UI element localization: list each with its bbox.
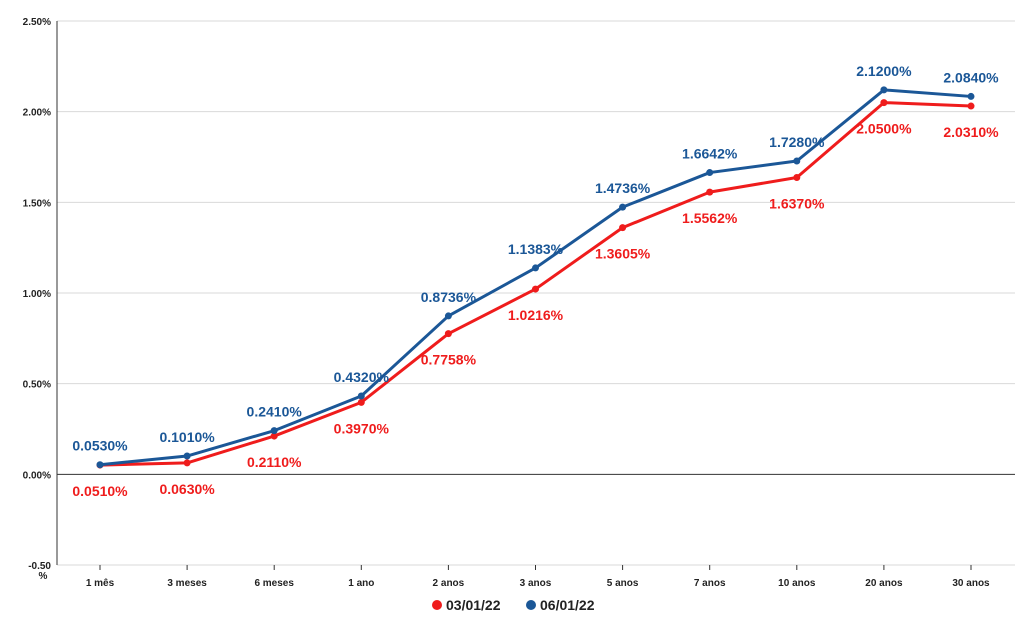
- data-point: [271, 427, 278, 434]
- x-tick-label: 10 anos: [778, 578, 816, 589]
- legend-label: 06/01/22: [540, 597, 595, 613]
- data-point: [706, 189, 713, 196]
- data-label: 0.3970%: [334, 420, 390, 436]
- data-point: [532, 286, 539, 293]
- data-label: 2.1200%: [856, 63, 912, 79]
- legend-label: 03/01/22: [446, 597, 501, 613]
- data-point: [445, 330, 452, 337]
- y-tick-label: 0.00%: [23, 470, 51, 481]
- x-tick-label: 3 anos: [520, 578, 552, 589]
- data-label: 1.6642%: [682, 146, 738, 162]
- legend: 03/01/22 06/01/22: [432, 597, 595, 613]
- legend-item-2: 06/01/22: [526, 597, 595, 613]
- x-tick-label: 5 anos: [607, 578, 639, 589]
- legend-item-1: 03/01/22: [432, 597, 501, 613]
- data-label: 0.0510%: [72, 483, 128, 499]
- data-label: 0.7758%: [421, 352, 477, 368]
- y-tick-unit: %: [39, 571, 48, 582]
- x-tick-label: 1 mês: [86, 578, 115, 589]
- data-label: 2.0840%: [943, 69, 999, 85]
- x-tick-label: 20 anos: [865, 578, 903, 589]
- data-point: [880, 99, 887, 106]
- x-tick-label: 2 anos: [433, 578, 465, 589]
- data-label: 1.1383%: [508, 241, 564, 257]
- data-point: [793, 174, 800, 181]
- data-point: [445, 312, 452, 319]
- data-point: [184, 459, 191, 466]
- data-point: [968, 103, 975, 110]
- data-label: 0.2110%: [247, 454, 302, 470]
- x-tick-label: 7 anos: [694, 578, 726, 589]
- data-point: [358, 392, 365, 399]
- series-layer: [97, 86, 975, 468]
- data-point: [619, 224, 626, 231]
- data-label: 0.1010%: [159, 429, 215, 445]
- data-label: 0.2410%: [247, 404, 303, 420]
- legend-marker: [526, 600, 536, 610]
- data-point: [793, 157, 800, 164]
- data-label: 0.0530%: [72, 438, 128, 454]
- data-point: [358, 399, 365, 406]
- series-line-2: [100, 90, 971, 465]
- y-tick-label: 1.50%: [23, 198, 51, 209]
- x-tick-label: 3 meses: [167, 578, 207, 589]
- y-tick-label: 2.00%: [23, 108, 51, 119]
- data-label: 1.4736%: [595, 180, 651, 196]
- data-point: [184, 453, 191, 460]
- x-tick-label: 6 meses: [254, 578, 294, 589]
- data-label: 1.6370%: [769, 195, 825, 211]
- data-label: 0.8736%: [421, 289, 477, 305]
- data-point: [97, 461, 104, 468]
- data-point: [532, 264, 539, 271]
- y-tick-label: 1.00%: [23, 289, 51, 300]
- data-label: 1.3605%: [595, 246, 651, 262]
- x-tick-label: 30 anos: [952, 578, 990, 589]
- data-point: [968, 93, 975, 100]
- data-label: 2.0500%: [856, 121, 912, 137]
- data-label: 0.0630%: [159, 481, 215, 497]
- x-tick-label: 1 ano: [348, 578, 374, 589]
- series-line-1: [100, 103, 971, 465]
- data-label-layer: 0.0510% 0.0630% 0.2110% 0.3970% 0.7758% 1.021…: [72, 63, 999, 499]
- y-tick-label: 2.50%: [23, 17, 51, 28]
- data-label: 1.7280%: [769, 134, 825, 150]
- legend-marker: [432, 600, 442, 610]
- data-label: 1.0216%: [508, 307, 564, 323]
- y-tick-label: 0.50%: [23, 380, 51, 391]
- data-label: 2.0310%: [943, 124, 999, 140]
- data-label: 0.4320%: [334, 369, 390, 385]
- data-label: 1.5562%: [682, 210, 738, 226]
- data-point: [619, 204, 626, 211]
- data-point: [706, 169, 713, 176]
- data-point: [880, 86, 887, 93]
